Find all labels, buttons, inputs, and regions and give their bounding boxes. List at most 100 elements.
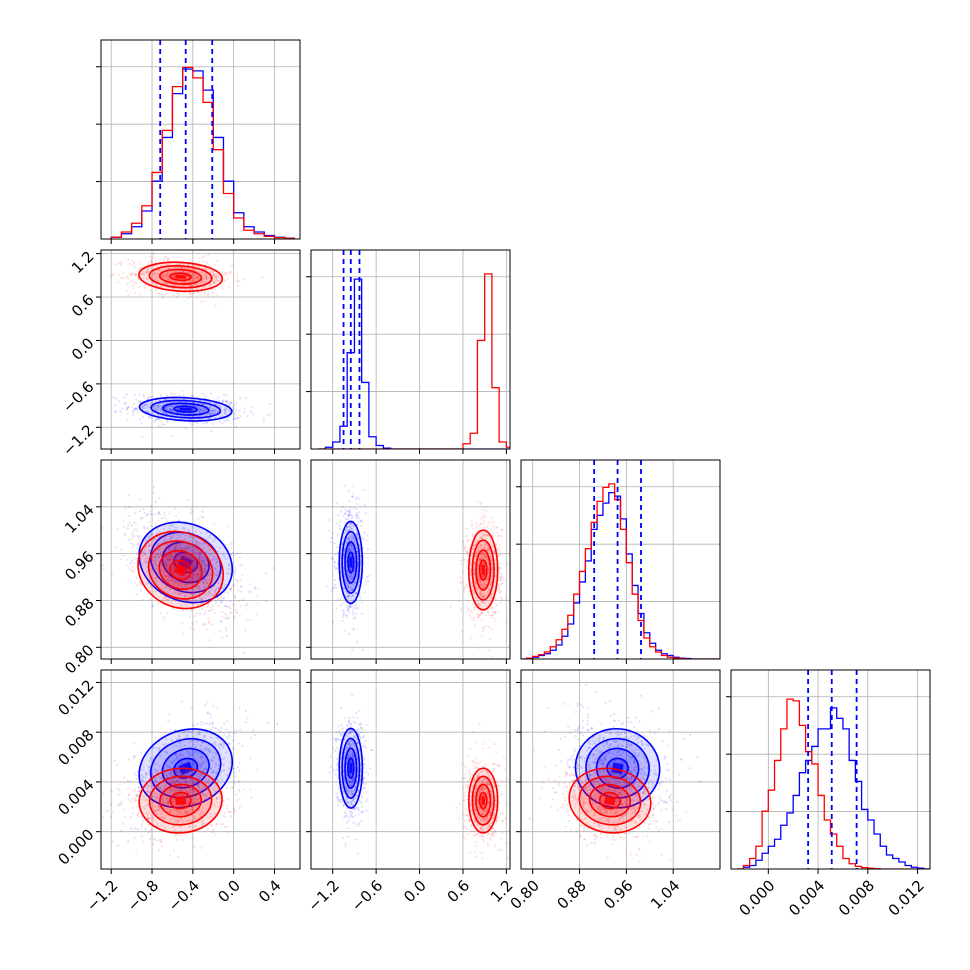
scatter-point [226,736,230,740]
scatter-point [191,415,194,418]
scatter-point [131,413,135,416]
scatter-point [134,527,138,530]
scatter-point [474,552,478,555]
scatter-point [208,723,211,726]
scatter-point [191,566,194,570]
scatter-point [365,580,368,584]
scatter-point [146,556,149,559]
scatter-point [476,616,479,619]
scatter-point [224,543,227,546]
scatter-point [483,520,486,523]
scatter-point [205,564,209,568]
scatter-point [183,590,186,594]
scatter-point [362,488,366,492]
scatter-point [131,259,134,262]
scatter-point [178,536,181,539]
scatter-point [165,282,168,286]
scatter-point [208,406,212,409]
scatter-point [346,595,349,598]
scatter-point [233,415,236,419]
scatter-point [209,270,212,274]
scatter-point [151,273,154,276]
scatter-point [189,288,192,291]
scatter-point [177,855,180,859]
scatter-point [350,538,353,542]
scatter-point [347,537,350,541]
scatter-point [190,560,194,563]
scatter-point [165,394,168,397]
scatter-point [189,536,192,539]
scatter-point [208,620,211,623]
scatter-point [212,281,216,284]
scatter-point [355,612,358,615]
scatter-point [225,412,228,416]
scatter-point [168,283,171,286]
scatter-point [210,429,213,433]
scatter-point [209,716,213,719]
scatter-point [205,421,208,424]
scatter-point [191,279,194,282]
scatter-point [327,518,331,522]
scatter-point [345,613,348,617]
scatter-point [149,395,152,398]
scatter-point [140,826,143,829]
scatter-point [176,546,179,549]
scatter-point [355,592,358,595]
scatter-point [195,579,198,582]
scatter-point [478,558,481,561]
scatter-point [353,541,356,544]
scatter-point [481,556,484,560]
scatter-point [163,567,166,570]
scatter-point [176,583,180,587]
scatter-point [127,538,131,541]
scatter-point [459,559,462,563]
scatter-point [190,707,193,710]
scatter-point [500,573,503,576]
scatter-point [479,580,482,583]
scatter-point [476,550,479,553]
scatter-point [169,770,172,774]
scatter-point [136,277,140,280]
scatter-point [357,536,360,539]
scatter-point [201,542,204,545]
scatter-point [169,408,172,411]
scatter-point [135,777,138,781]
scatter-point [161,296,165,299]
scatter-point [131,410,134,413]
scatter-point [167,267,170,270]
scatter-point [127,505,130,508]
scatter-point [345,510,348,513]
scatter-point [141,561,144,564]
scatter-point [238,761,241,764]
scatter-point [140,558,143,561]
scatter-point [122,519,125,522]
scatter-point [481,611,484,614]
scatter-point [348,605,351,609]
scatter-point [221,400,224,404]
scatter-point [168,539,172,542]
scatter-point [200,723,203,726]
scatter-point [183,266,186,269]
scatter-point [145,271,148,274]
scatter-point [202,516,205,519]
scatter-point [232,771,236,774]
scatter-point [501,529,504,532]
scatter-point [223,768,226,772]
scatter-point [352,507,356,510]
scatter-point [210,573,213,576]
scatter-point [149,255,152,258]
scatter-point [206,722,209,725]
scatter-point [486,546,489,549]
scatter-point [157,510,160,514]
scatter-point [166,568,169,571]
scatter-point [484,543,488,546]
scatter-point [470,609,473,612]
scatter-point [170,409,174,412]
scatter-point [353,568,356,571]
scatter-point [181,608,184,612]
scatter-point [193,412,196,415]
scatter-point [210,594,213,597]
scatter-point [477,603,480,606]
scatter-point [481,584,484,588]
scatter-point [217,280,220,283]
